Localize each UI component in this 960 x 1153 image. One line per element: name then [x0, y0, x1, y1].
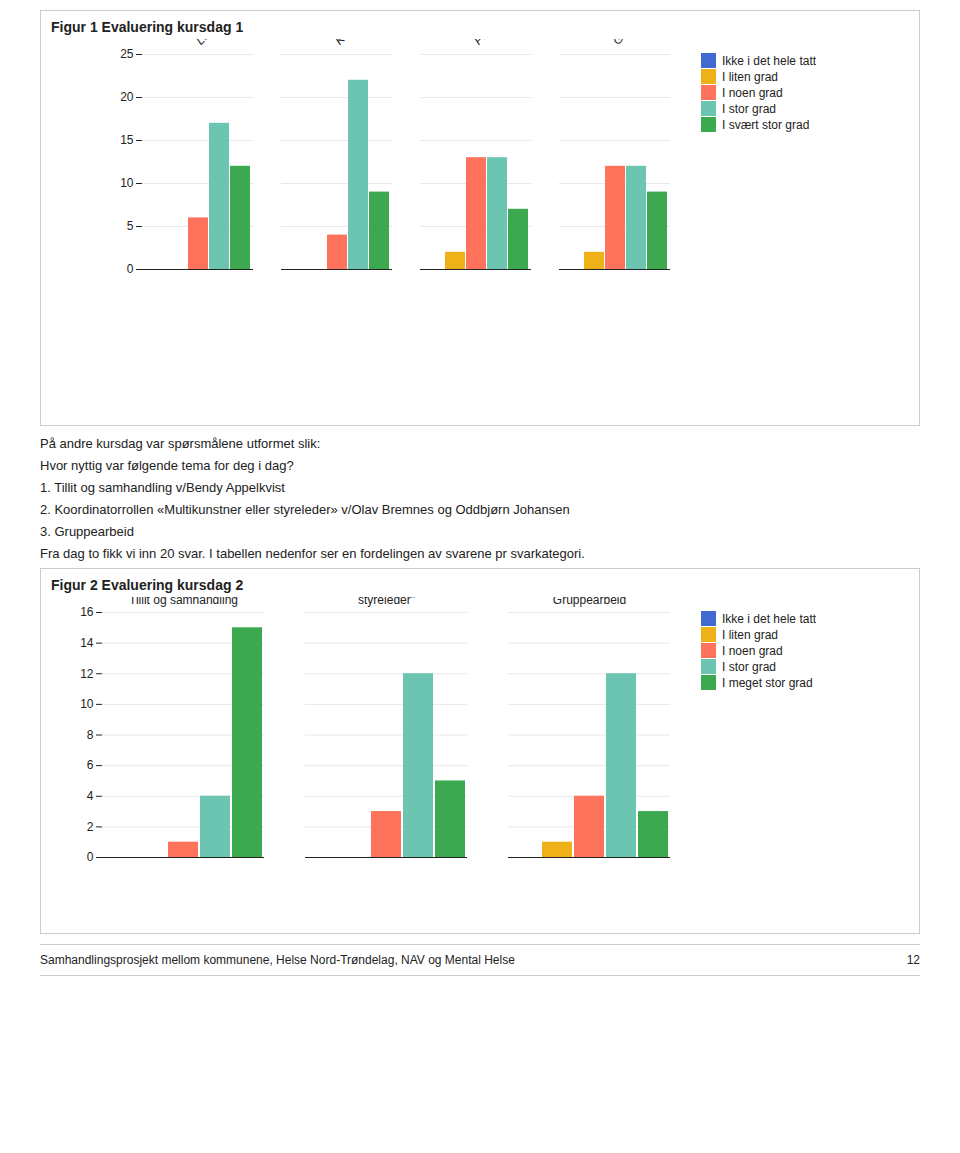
html-text:Fra dag to fikk vi inn 20 svar: Fra dag to fikk vi inn 20 svar. I tabell…: [40, 546, 585, 561]
svg-text:Koordinatorrollen og…: Koordinatorrollen og…: [332, 39, 427, 48]
svg-text:Koordinatorrollen"Multikunsner: Koordinatorrollen"Multikunsner ellerstyr…: [337, 597, 435, 607]
html-text:I noen grad: I noen grad: [722, 643, 783, 658]
svg-text:10: 10: [80, 697, 94, 711]
svg-text:16: 16: [80, 605, 94, 619]
svg-text:0: 0: [127, 262, 134, 276]
html-text:1. Tillit og samhandling v/Ben: 1. Tillit og samhandling v/Bendy Appelkv…: [40, 480, 285, 495]
svg-text:2: 2: [87, 820, 94, 834]
svg-text:20: 20: [120, 90, 134, 104]
html-text:Figur 2 Evaluering kursdag 2: Figur 2 Evaluering kursdag 2: [51, 577, 244, 593]
html-text:På andre kursdag var spørsmåle: På andre kursdag var spørsmålene utforme…: [40, 436, 321, 451]
html-text:2. Koordinatorrollen «Multikun: 2. Koordinatorrollen «Multikunstner elle…: [40, 502, 570, 517]
svg-text:Loverk knyttet til koordinator: Loverk knyttet til koordinator …: [193, 39, 320, 48]
svg-text:8: 8: [87, 728, 94, 742]
svg-text:0: 0: [87, 850, 94, 864]
html-text:I liten grad: I liten grad: [722, 69, 778, 84]
svg-text:10: 10: [120, 176, 134, 190]
svg-text:Gruppearbeid: Gruppearbeid: [553, 597, 626, 607]
svg-text:15: 15: [120, 133, 134, 147]
svg-text:Gruppearbeid: Gruppearbeid: [610, 39, 672, 48]
html-text:I stor grad: I stor grad: [722, 659, 776, 674]
svg-text:25: 25: [120, 47, 134, 61]
svg-text:6: 6: [87, 758, 94, 772]
svg-text:5: 5: [127, 219, 134, 233]
html-text:Hvor nyttig var følgende tema: Hvor nyttig var følgende tema for deg i …: [40, 458, 294, 473]
html-text:I noen grad: I noen grad: [722, 85, 783, 100]
svg-text:14: 14: [80, 636, 94, 650]
html-text:I stor grad: I stor grad: [722, 101, 776, 116]
html-text:I liten grad: I liten grad: [722, 627, 778, 642]
html-text:I svært stor grad: I svært stor grad: [722, 117, 810, 132]
html-text:3. Gruppearbeid: 3. Gruppearbeid: [40, 524, 134, 539]
svg-text:Tillit og samhandling: Tillit og samhandling: [129, 597, 238, 607]
html-text:Figur 1 Evaluering kursdag 1: Figur 1 Evaluering kursdag 1: [51, 19, 244, 35]
html-text:12: 12: [906, 953, 920, 967]
html-text:I meget stor grad: I meget stor grad: [722, 675, 813, 690]
html-text:Ikke i det hele tatt: Ikke i det hele tatt: [722, 611, 817, 626]
html-text:Ikke i det hele tatt: Ikke i det hele tatt: [722, 53, 817, 68]
html-text:Samhandlingsprosjekt mellom ko: Samhandlingsprosjekt mellom kommunene, H…: [40, 953, 515, 967]
svg-text:Presentasjon fra kommunene: Presentasjon fra kommunene: [471, 39, 592, 48]
svg-text:12: 12: [80, 667, 94, 681]
svg-text:4: 4: [87, 789, 94, 803]
